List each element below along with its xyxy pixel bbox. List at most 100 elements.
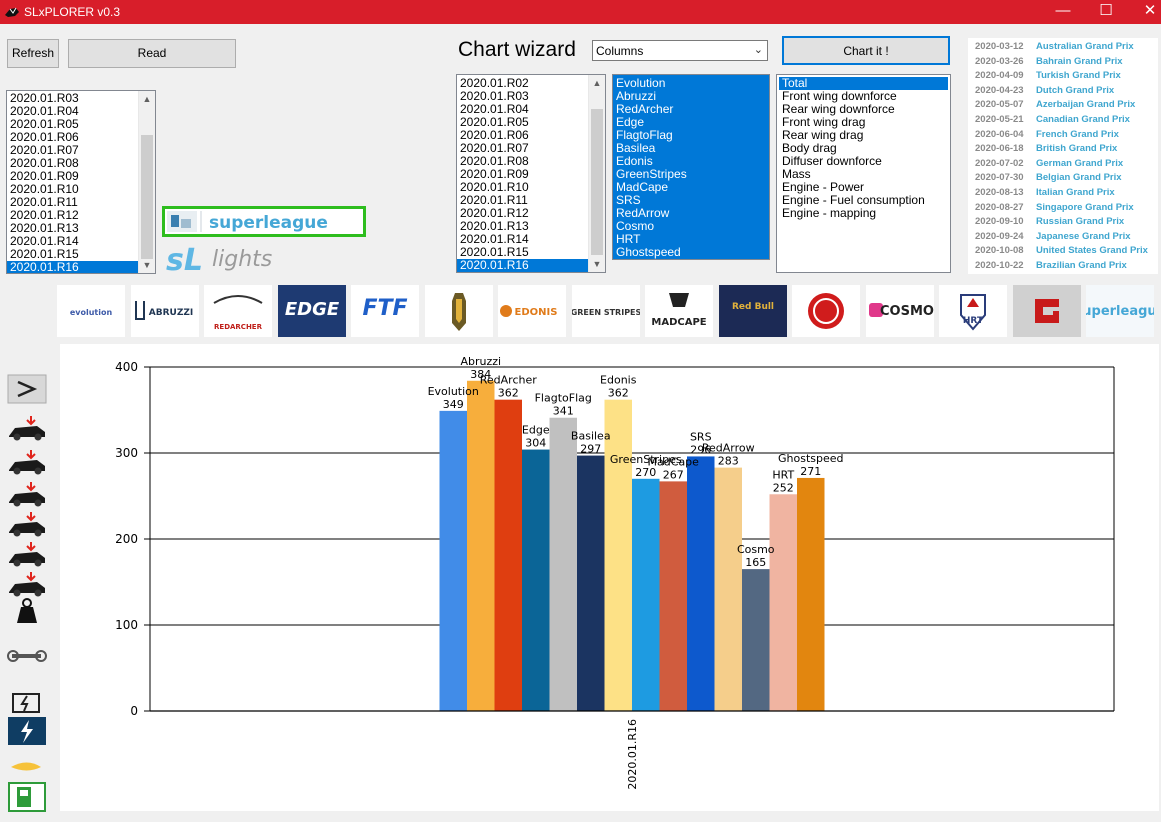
session-item[interactable]: 2020.01.R16 <box>457 259 605 272</box>
abruzzi-logo-text: ABRUZZI <box>148 308 192 318</box>
race-calendar-row: 2020-07-30 Belgian Grand Prix <box>968 172 1158 186</box>
metric-item[interactable]: Rear wing downforce <box>782 102 895 116</box>
metric-item[interactable]: Engine - Fuel consumption <box>782 193 925 207</box>
race-calendar-row: 2020-04-23 Dutch Grand Prix <box>968 85 1158 99</box>
metric-item[interactable]: Front wing drag <box>782 115 866 129</box>
wrench-icon[interactable] <box>7 640 47 670</box>
scroll-thumb[interactable] <box>591 109 603 255</box>
team-item[interactable]: Edonis <box>616 154 653 168</box>
metric-item[interactable]: Diffuser downforce <box>782 154 882 168</box>
metric-item[interactable]: Mass <box>782 167 811 181</box>
read-button[interactable]: Read <box>68 39 236 68</box>
chart-type-select[interactable]: Columns ⌄ <box>592 40 768 61</box>
session-item[interactable]: 2020.01.R09 <box>460 167 529 181</box>
engine-lightning-icon[interactable] <box>7 716 47 746</box>
team-item[interactable]: RedArcher <box>616 102 674 116</box>
session-item[interactable]: 2020.01.R05 <box>460 115 529 129</box>
race-file-item[interactable]: 2020.01.R10 <box>10 182 79 196</box>
metric-item[interactable]: Engine - mapping <box>782 206 877 220</box>
race-file-item[interactable]: 2020.01.R08 <box>10 156 79 170</box>
scroll-up-arrow-icon[interactable]: ▲ <box>592 78 602 88</box>
session-item[interactable]: 2020.01.R10 <box>460 180 529 194</box>
metric-item[interactable]: Body drag <box>782 141 837 155</box>
race-file-item[interactable]: 2020.01.R05 <box>10 117 79 131</box>
scroll-up-arrow-icon[interactable]: ▲ <box>142 94 152 104</box>
scroll-thumb[interactable] <box>141 135 153 259</box>
session-item[interactable]: 2020.01.R11 <box>460 193 528 207</box>
race-file-item[interactable]: 2020.01.R04 <box>10 104 79 118</box>
session-item[interactable]: 2020.01.R07 <box>460 141 529 155</box>
scroll-down-arrow-icon[interactable]: ▼ <box>142 260 152 270</box>
session-item[interactable]: 2020.01.R13 <box>460 219 529 233</box>
race-file-item[interactable]: 2020.01.R03 <box>10 91 79 105</box>
team-item[interactable]: SRS <box>616 193 641 207</box>
team-item[interactable]: Basilea <box>616 141 656 155</box>
team-item[interactable]: Abruzzi <box>616 89 657 103</box>
session-item[interactable]: 2020.01.R02 <box>460 76 529 90</box>
race-file-item[interactable]: 2020.01.R11 <box>10 195 78 209</box>
race-file-list[interactable]: 2020.01.R03 2020.01.R04 2020.01.R05 2020.01… <box>6 90 156 274</box>
minimize-button[interactable]: — <box>1055 2 1071 19</box>
race-file-item[interactable]: 2020.01.R09 <box>10 169 79 183</box>
team-list[interactable]: Evolution Abruzzi RedArcher Edge FlagtoFlag B… <box>612 74 770 260</box>
rear-wing-downforce-icon[interactable] <box>7 446 47 476</box>
session-item[interactable]: 2020.01.R14 <box>460 232 529 246</box>
race-name: French Grand Prix <box>1036 128 1119 140</box>
diffuser-downforce-icon[interactable] <box>7 568 47 598</box>
team-item[interactable]: Evolution <box>616 76 666 90</box>
team-item[interactable]: HRT <box>616 232 641 246</box>
team-item[interactable]: Ghostspeed <box>616 245 681 259</box>
front-wing-drag-icon[interactable] <box>7 478 47 508</box>
race-name: Singapore Grand Prix <box>1036 201 1134 213</box>
maximize-button[interactable]: ☐ <box>1099 2 1113 19</box>
race-file-item[interactable]: 2020.01.R14 <box>10 234 79 248</box>
session-list-scrollbar[interactable]: ▲ ▼ <box>588 75 605 272</box>
fuel-pump-icon[interactable] <box>7 782 47 812</box>
metric-item[interactable]: Rear wing drag <box>782 128 864 142</box>
madcape-logo: MADCAPE <box>645 285 713 337</box>
session-list[interactable]: 2020.01.R02 2020.01.R03 2020.01.R04 2020.01… <box>456 74 606 273</box>
body-drag-icon[interactable] <box>7 538 47 568</box>
race-file-item[interactable]: 2020.01.R16 <box>7 261 155 273</box>
team-item[interactable]: RedArrow <box>616 206 670 220</box>
engine-power-icon[interactable] <box>7 686 47 716</box>
chevron-down-icon[interactable]: ⌄ <box>753 44 763 56</box>
session-item[interactable]: 2020.01.R03 <box>460 89 529 103</box>
metric-list[interactable]: Total Front wing downforce Rear wing downf… <box>776 74 951 273</box>
metric-item[interactable]: Engine - Power <box>782 180 865 194</box>
chart-it-button[interactable]: Chart it ! <box>782 36 950 65</box>
bar-value-label: 349 <box>443 398 464 411</box>
rear-wing-drag-icon[interactable] <box>7 508 47 538</box>
session-item[interactable]: 2020.01.R06 <box>460 128 529 142</box>
bar-edge <box>522 449 550 711</box>
fuel-flame-icon[interactable] <box>7 752 47 782</box>
close-button[interactable]: ✕ <box>1143 2 1157 19</box>
y-tick-label: 100 <box>115 618 138 632</box>
team-item[interactable]: Cosmo <box>616 219 655 233</box>
session-item[interactable]: 2020.01.R08 <box>460 154 529 168</box>
race-file-item[interactable]: 2020.01.R12 <box>10 208 79 222</box>
race-list-scrollbar[interactable]: ▲ ▼ <box>138 91 155 273</box>
team-item[interactable]: MadCape <box>616 180 669 194</box>
mass-icon[interactable] <box>7 596 47 626</box>
session-item[interactable]: 2020.01.R12 <box>460 206 529 220</box>
race-calendar-row: 2020-03-26 Bahrain Grand Prix <box>968 56 1158 70</box>
team-item[interactable]: Edge <box>616 115 645 129</box>
team-item[interactable]: FlagtoFlag <box>616 128 673 142</box>
race-file-item[interactable]: 2020.01.R06 <box>10 130 79 144</box>
scroll-down-arrow-icon[interactable]: ▼ <box>592 259 602 269</box>
sum-icon[interactable] <box>7 374 47 404</box>
bar-madcape <box>659 481 687 711</box>
metric-item[interactable]: Total <box>779 77 948 90</box>
team-item[interactable]: GreenStripes <box>616 167 687 181</box>
session-item[interactable]: 2020.01.R15 <box>460 245 529 259</box>
metric-item[interactable]: Front wing downforce <box>782 89 897 103</box>
race-file-item[interactable]: 2020.01.R13 <box>10 221 79 235</box>
front-wing-downforce-icon[interactable] <box>7 412 47 442</box>
basilea-logo <box>424 285 493 337</box>
bar-edonis <box>604 399 632 711</box>
session-item[interactable]: 2020.01.R04 <box>460 102 529 116</box>
refresh-button[interactable]: Refresh <box>7 39 59 68</box>
race-file-item[interactable]: 2020.01.R15 <box>10 247 79 261</box>
race-file-item[interactable]: 2020.01.R07 <box>10 143 79 157</box>
